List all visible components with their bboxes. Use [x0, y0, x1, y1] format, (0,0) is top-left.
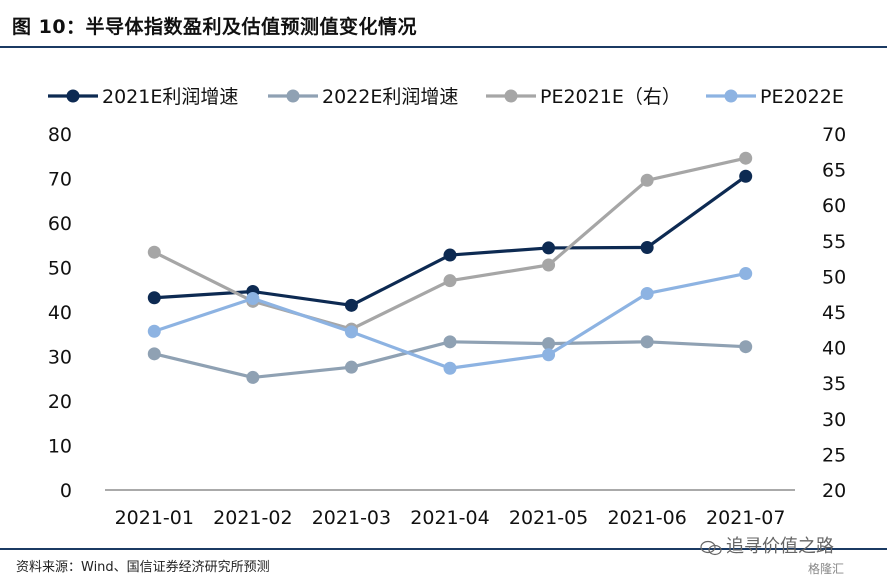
data-point: [640, 286, 654, 300]
legend-label: PE2022E: [760, 86, 844, 108]
x-tick-label: 2021-06: [607, 507, 686, 529]
data-point: [739, 169, 753, 183]
y-left-tick-label: 0: [60, 480, 72, 502]
y-right-tick-label: 40: [822, 338, 846, 360]
data-point: [542, 337, 556, 351]
watermark-text: 追寻价值之路: [726, 536, 834, 557]
y-left-tick-label: 30: [48, 347, 72, 369]
data-point: [443, 361, 457, 375]
data-point: [344, 325, 358, 339]
footer-rule: [0, 548, 887, 550]
data-point: [542, 348, 556, 362]
x-tick-label: 2021-03: [312, 507, 391, 529]
data-point: [147, 347, 161, 361]
y-left-tick-label: 70: [48, 169, 72, 191]
x-tick-label: 2021-04: [410, 507, 489, 529]
data-point: [443, 274, 457, 288]
data-point: [443, 335, 457, 349]
watermark-logo-text: 格隆汇: [808, 562, 845, 576]
data-point: [542, 258, 556, 272]
legend-marker: [66, 89, 80, 103]
data-point: [739, 340, 753, 354]
data-point: [344, 360, 358, 374]
y-left-tick-label: 60: [48, 213, 72, 235]
source-note: 资料来源：Wind、国信证券经济研究所预测: [16, 560, 270, 575]
wechat-icon: [700, 540, 722, 556]
x-tick-label: 2021-05: [509, 507, 588, 529]
legend-label: PE2021E（右）: [540, 86, 681, 108]
data-point: [739, 267, 753, 281]
y-left-tick-label: 80: [48, 124, 72, 146]
data-point: [640, 335, 654, 349]
y-left-tick-label: 50: [48, 258, 72, 280]
y-right-tick-label: 50: [822, 266, 846, 288]
x-tick-label: 2021-01: [115, 507, 194, 529]
legend-label: 2022E利润增速: [322, 86, 458, 108]
data-point: [246, 370, 260, 384]
y-right-tick-label: 45: [822, 302, 846, 324]
data-point: [640, 240, 654, 254]
data-point: [344, 298, 358, 312]
figure-title: 图 10：半导体指数盈利及估值预测值变化情况: [12, 16, 418, 38]
y-right-tick-label: 65: [822, 160, 846, 182]
data-point: [147, 291, 161, 305]
data-point: [640, 173, 654, 187]
y-right-tick-label: 70: [822, 124, 846, 146]
data-point: [246, 291, 260, 305]
y-left-tick-label: 20: [48, 391, 72, 413]
legend-marker: [286, 89, 300, 103]
data-point: [147, 245, 161, 259]
data-point: [147, 324, 161, 338]
y-right-tick-label: 55: [822, 231, 846, 253]
legend-marker: [724, 89, 738, 103]
data-point: [443, 248, 457, 262]
y-right-tick-label: 30: [822, 409, 846, 431]
title-bar: 图 10：半导体指数盈利及估值预测值变化情况: [0, 0, 887, 48]
x-tick-label: 2021-07: [706, 507, 785, 529]
y-right-tick-label: 60: [822, 195, 846, 217]
legend-marker: [504, 89, 518, 103]
y-right-tick-label: 25: [822, 444, 846, 466]
data-point: [739, 151, 753, 165]
series-line-3: [153, 156, 747, 331]
legend-label: 2021E利润增速: [102, 86, 238, 108]
x-tick-label: 2021-02: [213, 507, 292, 529]
y-right-tick-label: 20: [822, 480, 846, 502]
y-left-tick-label: 40: [48, 302, 72, 324]
y-right-tick-label: 35: [822, 373, 846, 395]
series-line-4: [153, 271, 747, 370]
data-point: [542, 241, 556, 255]
y-left-tick-label: 10: [48, 436, 72, 458]
